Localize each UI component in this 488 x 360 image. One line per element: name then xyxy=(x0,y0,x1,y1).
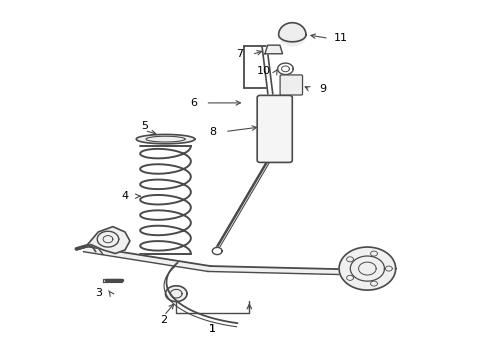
Polygon shape xyxy=(370,281,377,286)
Polygon shape xyxy=(338,247,395,290)
Polygon shape xyxy=(346,257,353,262)
Polygon shape xyxy=(281,24,305,46)
FancyBboxPatch shape xyxy=(280,75,302,95)
Polygon shape xyxy=(385,266,391,271)
Polygon shape xyxy=(165,286,186,302)
Text: 3: 3 xyxy=(95,288,102,298)
Text: 2: 2 xyxy=(160,315,167,325)
FancyBboxPatch shape xyxy=(257,95,292,162)
Polygon shape xyxy=(277,63,293,75)
Text: 10: 10 xyxy=(257,66,270,76)
Polygon shape xyxy=(83,246,210,271)
Text: 7: 7 xyxy=(236,49,243,59)
Text: 9: 9 xyxy=(318,84,325,94)
Polygon shape xyxy=(86,226,130,253)
Polygon shape xyxy=(103,279,107,282)
Polygon shape xyxy=(212,247,222,255)
Polygon shape xyxy=(207,266,361,275)
Text: 8: 8 xyxy=(209,127,216,136)
Text: 11: 11 xyxy=(333,33,347,43)
Polygon shape xyxy=(97,231,119,247)
Polygon shape xyxy=(349,256,384,281)
Text: 1: 1 xyxy=(209,324,216,334)
Text: 5: 5 xyxy=(141,121,148,131)
Polygon shape xyxy=(136,134,194,144)
Polygon shape xyxy=(278,23,305,42)
Text: 6: 6 xyxy=(189,98,196,108)
Polygon shape xyxy=(346,275,353,280)
Text: 1: 1 xyxy=(209,324,216,334)
Polygon shape xyxy=(370,251,377,256)
Polygon shape xyxy=(264,45,282,54)
Text: 4: 4 xyxy=(121,191,128,201)
